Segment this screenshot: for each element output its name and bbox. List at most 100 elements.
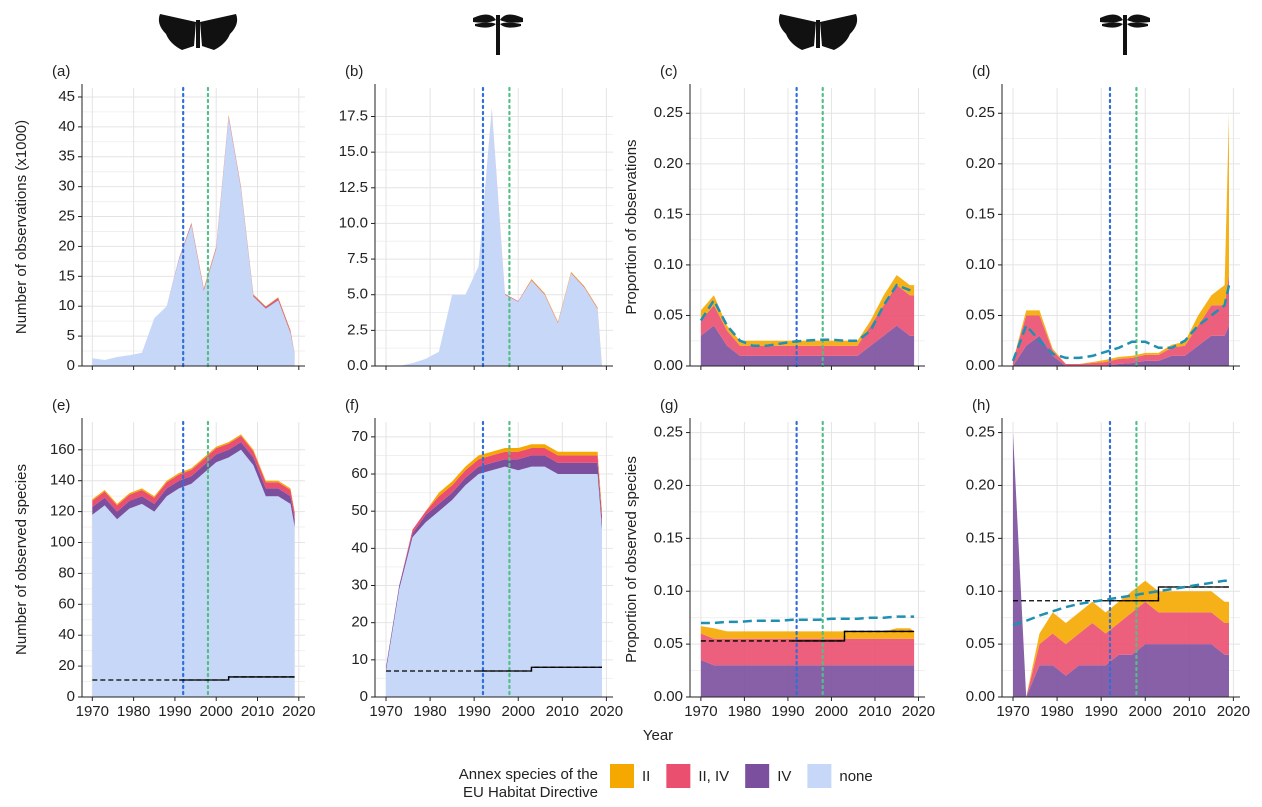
legend-title: EU Habitat Directive — [463, 784, 598, 801]
y-tick-label: 0.20 — [966, 155, 995, 172]
dragonfly-icon — [473, 14, 523, 56]
panel-label: (b) — [345, 63, 363, 80]
panel-label: (f) — [345, 397, 359, 414]
panel: (h) 0.00 0.05 0.10 0.15 0.20 0.25 1970 1980 1990 2… — [966, 397, 1250, 720]
legend-swatch — [666, 764, 691, 788]
butterfly-icon — [158, 14, 238, 50]
annex-species-line — [1105, 586, 1229, 602]
y-tick-label: 0.10 — [654, 256, 683, 273]
y-tick-label: 0.00 — [654, 357, 683, 374]
y-tick-label: 0.00 — [966, 688, 995, 705]
area — [386, 448, 602, 668]
area — [1013, 113, 1229, 364]
y-tick-label: 35 — [58, 148, 75, 165]
dragonfly-icon — [1100, 14, 1150, 56]
y-tick-label: 0 — [360, 688, 368, 705]
x-tick-label: 2020 — [1217, 703, 1250, 720]
y-tick-label: 30 — [351, 576, 368, 593]
y-tick-label: 17.5 — [339, 107, 368, 124]
y-tick-label: 160 — [50, 441, 75, 458]
y-tick-label: 0.00 — [966, 357, 995, 374]
area — [700, 275, 915, 346]
panel-label: (d) — [972, 63, 990, 80]
legend-label: IV — [777, 768, 791, 785]
area — [386, 109, 602, 367]
area — [700, 626, 915, 639]
annex-species-line — [478, 666, 602, 672]
y-tick-label: 0.10 — [966, 582, 995, 599]
y-tick-label: 0.10 — [966, 256, 995, 273]
area — [700, 660, 915, 697]
x-tick-label: 2010 — [546, 703, 579, 720]
panel-label: (a) — [52, 63, 70, 80]
legend-swatch — [610, 764, 634, 788]
y-tick-label: 70 — [351, 428, 368, 445]
x-tick-label: 1980 — [1040, 703, 1073, 720]
panel: (c) Proportion of observations 0.00 0.05 0.1… — [623, 63, 925, 374]
y-tick-label: 0.25 — [654, 104, 683, 121]
panel-label: (g) — [660, 397, 678, 414]
y-tick-label: 0.05 — [654, 306, 683, 323]
y-tick-label: 0.05 — [966, 306, 995, 323]
area — [92, 117, 295, 366]
y-tick-label: 30 — [58, 178, 75, 195]
y-tick-label: 40 — [351, 539, 368, 556]
panel: (e) Number of observed species 0 20 40 60 80 10… — [13, 397, 316, 720]
panel: (g) Proportion of observed species 0.00 0.0… — [623, 397, 935, 720]
y-axis-title: Number of observations (x1000) — [13, 120, 30, 334]
y-tick-label: 50 — [351, 502, 368, 519]
area — [1013, 432, 1229, 697]
y-tick-label: 0.25 — [966, 424, 995, 441]
y-tick-label: 10.0 — [339, 214, 368, 231]
x-tick-label: 1970 — [76, 703, 109, 720]
area — [386, 466, 602, 697]
trend-line — [1012, 579, 1229, 627]
x-tick-label: 1980 — [728, 703, 761, 720]
area — [700, 633, 915, 666]
panel: (a) Number of observations (x1000) 0 5 10 15 2… — [13, 63, 305, 374]
y-tick-label: 0.25 — [966, 104, 995, 121]
legend-swatch — [807, 764, 832, 788]
x-tick-label: 1990 — [1084, 703, 1117, 720]
y-axis-title: Proportion of observations — [623, 139, 640, 314]
y-tick-label: 25 — [58, 208, 75, 225]
area — [386, 108, 602, 366]
x-tick-label: 2010 — [1173, 703, 1206, 720]
panel-label: (e) — [52, 397, 70, 414]
x-tick-label: 2010 — [241, 703, 274, 720]
y-tick-label: 0.25 — [654, 424, 683, 441]
y-tick-label: 0.15 — [966, 529, 995, 546]
trend-line — [699, 283, 915, 348]
y-tick-label: 45 — [58, 88, 75, 105]
y-tick-label: 140 — [50, 472, 75, 489]
annex-species-line — [179, 676, 295, 681]
trend-line — [1011, 284, 1231, 362]
x-tick-label: 2000 — [200, 703, 233, 720]
x-tick-label: 1970 — [996, 703, 1029, 720]
y-tick-label: 20 — [58, 237, 75, 254]
x-tick-label: 2000 — [815, 703, 848, 720]
area — [386, 455, 602, 671]
y-tick-label: 0.15 — [654, 529, 683, 546]
trend-line — [700, 615, 915, 625]
y-axis-title: Number of observed species — [13, 464, 30, 655]
y-tick-label: 5.0 — [347, 286, 368, 303]
area — [1013, 432, 1229, 697]
y-tick-label: 5 — [67, 327, 75, 344]
butterfly-icon — [778, 14, 858, 50]
y-tick-label: 10 — [351, 651, 368, 668]
legend-label: II, IV — [698, 768, 729, 785]
x-tick-label: 1990 — [158, 703, 191, 720]
panel-label: (h) — [972, 397, 990, 414]
panel: (b) 0.0 2.5 5.0 7.5 10.0 12.5 15.0 17.5 — [339, 63, 613, 374]
y-tick-label: 60 — [58, 595, 75, 612]
x-tick-label: 2020 — [902, 703, 935, 720]
x-tick-label: 1980 — [117, 703, 150, 720]
panel: (d) 0.00 0.05 0.10 0.15 0.20 0.25 — [966, 63, 1240, 374]
y-tick-label: 15.0 — [339, 143, 368, 160]
y-tick-label: 40 — [58, 118, 75, 135]
legend-label: none — [839, 768, 872, 785]
legend-title: Annex species of the — [459, 766, 598, 783]
y-tick-label: 100 — [50, 533, 75, 550]
y-tick-label: 0.00 — [654, 688, 683, 705]
